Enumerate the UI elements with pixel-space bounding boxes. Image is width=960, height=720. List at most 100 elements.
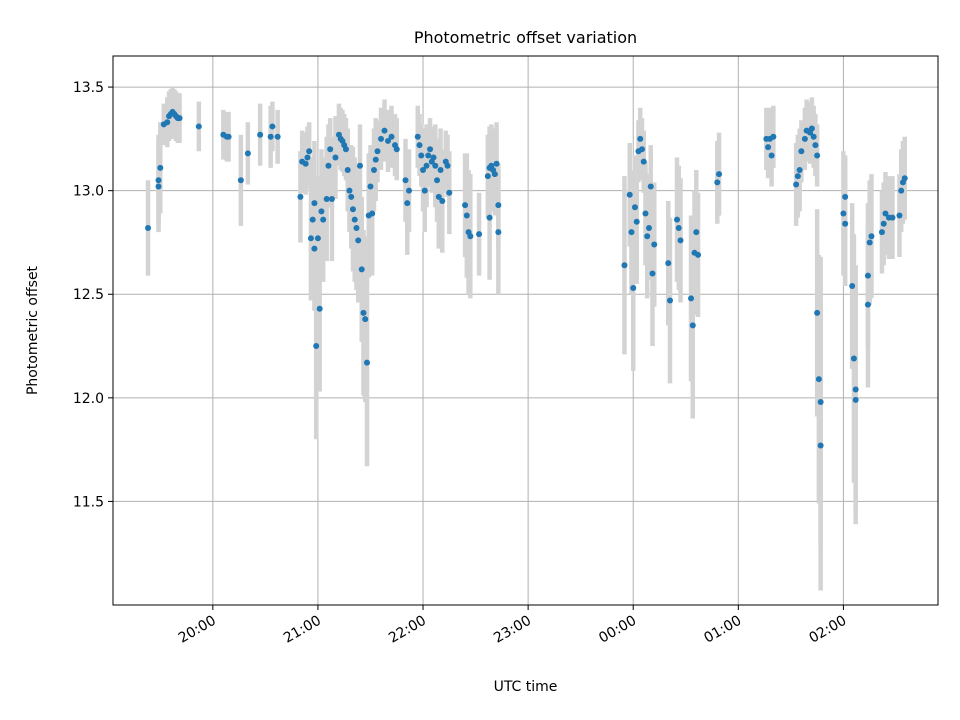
data-point (304, 154, 311, 161)
data-point (642, 210, 649, 217)
data-point (842, 220, 849, 227)
data-point (689, 322, 696, 329)
data-point (852, 396, 859, 403)
data-point (628, 229, 635, 236)
data-point (716, 171, 723, 178)
data-point (484, 173, 491, 180)
data-point (765, 144, 772, 151)
data-point (693, 229, 700, 236)
data-point (311, 200, 318, 207)
data-point (801, 135, 808, 142)
data-point (432, 162, 439, 169)
data-point (362, 316, 369, 323)
data-point (674, 216, 681, 223)
data-point (225, 133, 232, 140)
y-tick-label: 12.5 (73, 287, 104, 303)
data-point (467, 233, 474, 240)
data-point (486, 214, 493, 221)
data-point (675, 224, 682, 231)
plot-frame (112, 55, 939, 606)
data-point (360, 309, 367, 316)
data-point (404, 200, 411, 207)
data-point (402, 177, 409, 184)
data-point (349, 206, 356, 213)
data-point (446, 189, 453, 196)
data-point (421, 187, 428, 194)
y-axis: 11.5 12.0 12.5 13.0 13.5 (73, 80, 113, 510)
chart-title: Photometric offset variation (414, 28, 637, 47)
data-point (901, 175, 908, 182)
data-point (645, 224, 652, 231)
data-point (476, 231, 483, 238)
data-point (342, 146, 349, 153)
data-point (812, 142, 819, 149)
data-point (667, 297, 674, 304)
data-point (435, 193, 442, 200)
data-point (814, 309, 821, 316)
data-point (297, 193, 304, 200)
data-point (332, 154, 339, 161)
data-point (164, 119, 171, 126)
data-point (866, 239, 873, 246)
data-point (344, 166, 351, 173)
data-point (864, 301, 871, 308)
data-point (323, 195, 330, 202)
data-point (437, 166, 444, 173)
data-point (327, 146, 334, 153)
data-point (640, 158, 647, 165)
data-point (626, 191, 633, 198)
data-point (381, 127, 388, 134)
data-point (880, 220, 887, 227)
data-point (418, 152, 425, 159)
x-tick-label: 22:00 (386, 613, 429, 647)
data-point (244, 150, 251, 157)
x-tick-label: 01:00 (701, 613, 744, 647)
data-point (815, 376, 822, 383)
data-point (852, 386, 859, 393)
data-point (647, 183, 654, 190)
data-point (157, 164, 164, 171)
data-point (770, 133, 777, 140)
data-point (155, 177, 162, 184)
data-point (374, 148, 381, 155)
data-point (849, 282, 856, 289)
data-point (406, 187, 413, 194)
data-point (318, 208, 325, 215)
x-tick-label: 00:00 (596, 613, 639, 647)
data-point (372, 156, 379, 163)
data-point (637, 135, 644, 142)
data-point (237, 177, 244, 184)
data-point (311, 245, 318, 252)
data-point (385, 137, 391, 144)
data-point (677, 237, 684, 244)
data-point (768, 152, 775, 159)
y-tick-label: 13.0 (73, 184, 104, 200)
data-point (355, 237, 362, 244)
data-point (369, 210, 376, 217)
data-point (810, 133, 817, 140)
data-point (351, 216, 358, 223)
data-point (434, 177, 441, 184)
data-point (439, 198, 446, 205)
data-point (493, 160, 500, 167)
data-point (878, 229, 885, 236)
data-point (155, 183, 162, 190)
data-point (430, 154, 437, 161)
data-point (356, 162, 363, 169)
data-point (269, 123, 276, 130)
data-point (425, 152, 432, 159)
data-point (316, 305, 323, 312)
data-point (463, 212, 470, 219)
data-point (348, 193, 355, 200)
data-point (798, 148, 805, 155)
data-point (864, 272, 871, 279)
x-tick-label: 20:00 (176, 613, 219, 647)
data-point (306, 148, 313, 155)
data-point (491, 171, 498, 178)
data-point (328, 195, 335, 202)
data-point (868, 233, 875, 240)
data-point (388, 133, 395, 140)
data-point (313, 343, 320, 350)
data-point (638, 146, 645, 153)
